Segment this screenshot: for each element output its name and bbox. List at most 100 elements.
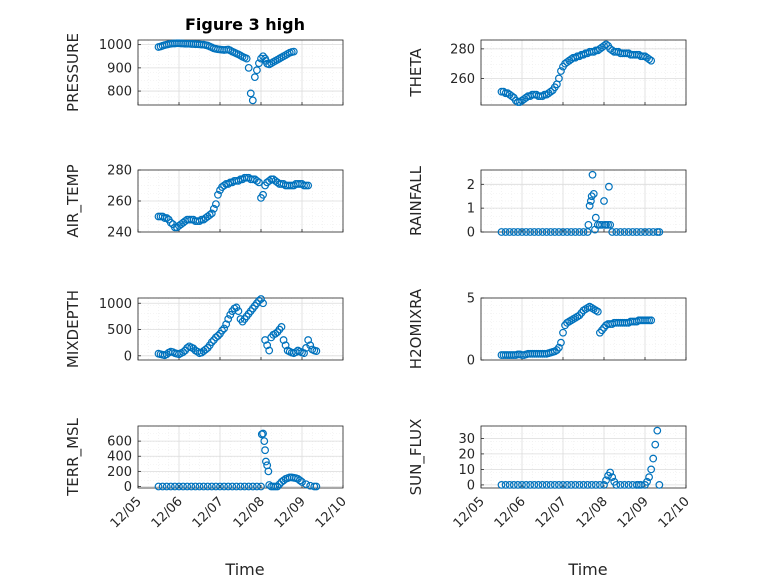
data-point: [312, 482, 321, 491]
y-tick-label: 800: [107, 85, 132, 100]
data-point: [632, 228, 641, 236]
data-point: [497, 481, 506, 489]
data-point: [575, 481, 584, 489]
data-point: [273, 482, 282, 491]
x-tick-label: 12/06: [492, 494, 529, 531]
data-point: [546, 228, 555, 236]
data-point: [304, 181, 313, 190]
data-point: [255, 178, 263, 187]
data-point: [575, 311, 584, 320]
data-point: [220, 324, 229, 333]
y-tick-label: 0: [467, 478, 475, 493]
data-point: [302, 480, 311, 489]
data-point: [655, 228, 664, 236]
data-point: [158, 482, 167, 491]
data-point: [175, 482, 183, 491]
data-point: [645, 55, 653, 64]
data-point: [571, 53, 580, 62]
y-tick-label: 0: [124, 480, 132, 495]
data-point: [499, 87, 508, 96]
data-point: [608, 228, 617, 236]
data-point: [600, 481, 608, 489]
data-point: [166, 218, 175, 227]
data-point: [191, 482, 200, 491]
data-point: [538, 92, 547, 101]
data-point: [589, 189, 598, 198]
data-point: [205, 211, 214, 219]
data-point: [559, 228, 567, 236]
data-point: [509, 228, 518, 236]
data-point: [557, 338, 565, 347]
data-point: [612, 228, 621, 236]
data-point: [277, 322, 286, 331]
y-axis-label: TERR_MSL: [64, 417, 83, 496]
y-tick-label: 240: [107, 226, 132, 241]
y-tick-label: 900: [107, 61, 132, 76]
data-point: [203, 482, 212, 491]
data-point: [207, 482, 216, 491]
data-point: [589, 47, 598, 56]
y-tick-label: 600: [107, 435, 132, 450]
data-point: [588, 170, 597, 179]
data-point: [304, 336, 313, 344]
data-point: [585, 201, 594, 210]
data-point: [265, 346, 274, 355]
data-point: [211, 482, 220, 491]
y-tick-label: 1: [467, 202, 475, 217]
data-point: [645, 473, 653, 482]
data-point: [522, 228, 530, 236]
data-point: [244, 63, 253, 72]
data-point: [501, 481, 510, 489]
data-point: [624, 228, 633, 236]
data-point: [583, 228, 592, 236]
y-axis-label: H2OMIXRA: [407, 288, 425, 369]
data-point: [542, 228, 551, 236]
data-point: [596, 481, 604, 489]
data-point: [260, 437, 269, 446]
data-point: [252, 176, 261, 185]
data-point: [567, 228, 576, 236]
y-axis-label: AIR_TEMP: [64, 164, 83, 237]
data-point: [612, 481, 621, 489]
data-point: [242, 54, 251, 63]
axes-box: [137, 425, 344, 489]
data-point: [605, 182, 613, 191]
data-point: [559, 481, 567, 489]
y-tick-label: 2: [467, 178, 475, 193]
data-point: [645, 228, 653, 236]
data-point: [306, 341, 315, 350]
data-point: [587, 481, 596, 489]
data-point: [298, 478, 306, 486]
data-point: [579, 50, 588, 59]
data-point: [567, 55, 576, 64]
data-point: [505, 481, 514, 489]
x-tick-label: 12/08: [231, 494, 268, 531]
y-tick-label: 0: [467, 354, 475, 369]
data-point: [575, 52, 584, 61]
data-point: [616, 481, 625, 489]
data-point: [602, 40, 610, 49]
x-axis-label-right: Time: [567, 560, 607, 579]
data-point: [620, 228, 629, 236]
data-point: [534, 228, 543, 236]
y-tick-label: 0: [124, 349, 132, 364]
y-tick-label: 1000: [99, 297, 132, 312]
data-point: [616, 228, 625, 236]
data-point: [279, 336, 288, 344]
data-point: [259, 429, 267, 438]
data-point: [183, 482, 192, 491]
data-point: [262, 457, 270, 466]
x-tick-label: 12/10: [656, 494, 693, 531]
data-point: [596, 328, 604, 337]
y-tick-label: 400: [107, 450, 132, 465]
data-point: [216, 482, 224, 491]
data-point: [264, 467, 273, 476]
y-tick-label: 500: [107, 323, 132, 338]
x-tick-label: 12/09: [615, 494, 652, 531]
data-point: [248, 482, 257, 491]
data-point: [591, 481, 600, 489]
data-point: [244, 482, 253, 491]
data-point: [257, 54, 265, 63]
x-tick-label: 12/07: [533, 494, 570, 531]
